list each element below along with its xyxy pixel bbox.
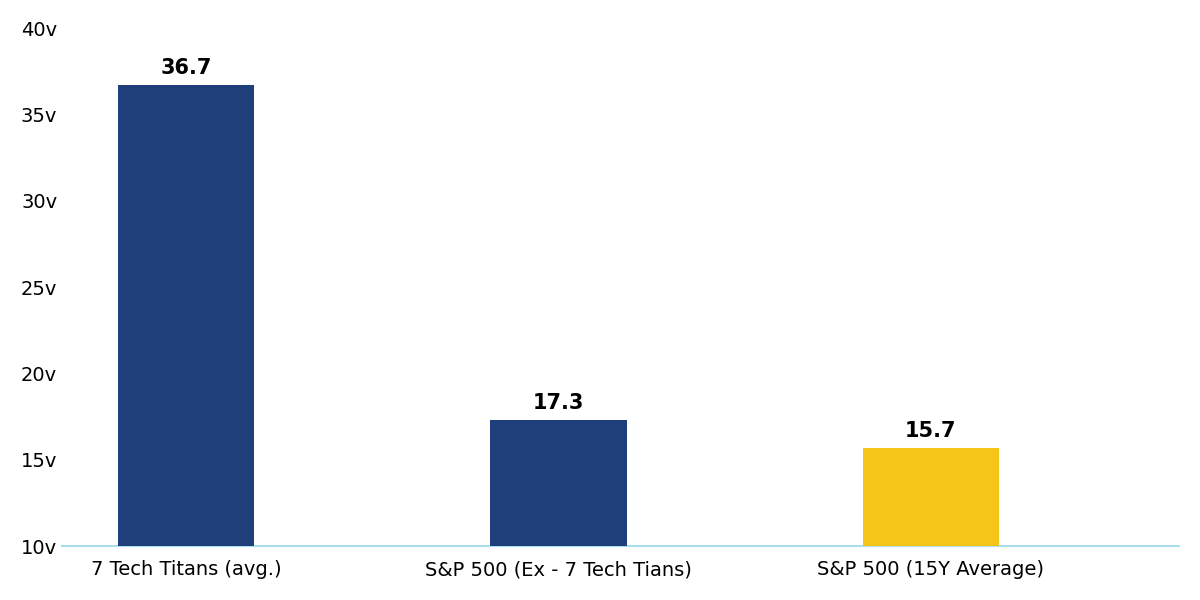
- Text: 15.7: 15.7: [905, 421, 956, 441]
- Bar: [863, 448, 1000, 546]
- Text: 36.7: 36.7: [161, 58, 212, 79]
- Text: 17.3: 17.3: [533, 394, 584, 413]
- Bar: [118, 85, 254, 546]
- Bar: [491, 420, 626, 546]
